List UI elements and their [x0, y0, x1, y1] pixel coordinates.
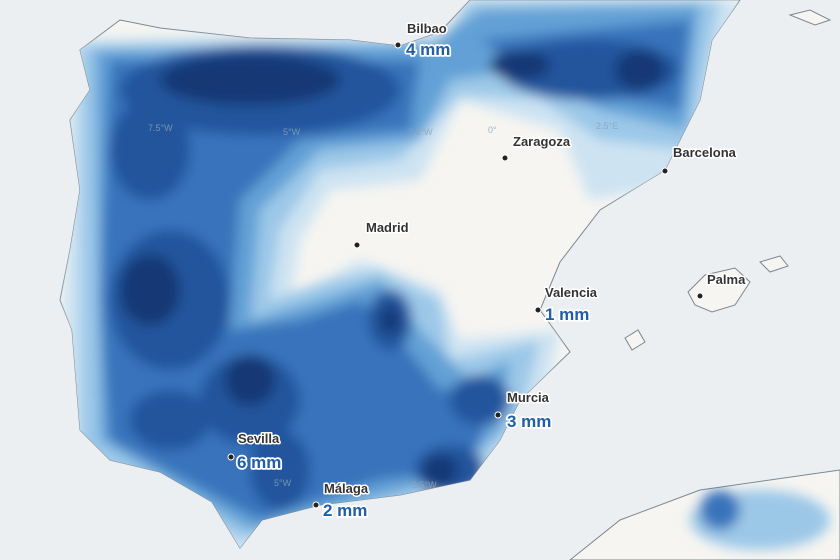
city-palma[interactable]: Palma: [696, 271, 748, 300]
graticule-label: 2.5°W: [408, 127, 433, 137]
city-name: Barcelona: [673, 145, 737, 160]
city-marker: [534, 306, 542, 314]
precip-value: 6 mm: [237, 453, 281, 472]
city-barcelona[interactable]: Barcelona: [661, 144, 738, 175]
city-name: Palma: [707, 272, 746, 287]
city-name: Valencia: [545, 285, 598, 300]
city-name: Zaragoza: [513, 134, 571, 149]
graticule-labels: 7.5°W 5°W 2.5°W 0° 2.5°E 5°W 2.5°W: [148, 121, 618, 490]
precip-value: 4 mm: [406, 40, 450, 59]
city-marker: [353, 241, 361, 249]
graticule-label: 7.5°W: [148, 123, 173, 133]
city-marker: [394, 41, 402, 49]
city-name: Bilbao: [407, 21, 447, 36]
city-name: Madrid: [366, 220, 409, 235]
graticule-label: 0°: [488, 125, 497, 135]
city-marker: [312, 501, 320, 509]
city-zaragoza[interactable]: Zaragoza: [501, 133, 572, 162]
city-sevilla[interactable]: Sevilla 6 mm: [227, 430, 283, 474]
city-valencia[interactable]: Valencia 1 mm: [534, 284, 599, 326]
city-name: Murcia: [507, 390, 550, 405]
precip-value: 2 mm: [323, 501, 367, 520]
rain-field: [60, 0, 830, 560]
island-ibiza: [624, 329, 646, 351]
graticule-label: 2.5°E: [596, 121, 618, 131]
city-malaga[interactable]: Málaga 2 mm: [312, 480, 370, 522]
city-marker: [661, 167, 669, 175]
city-name: Sevilla: [238, 431, 280, 446]
city-name: Málaga: [324, 481, 369, 496]
city-marker: [696, 292, 704, 300]
island-mallorca: [687, 267, 751, 313]
city-murcia[interactable]: Murcia 3 mm: [494, 389, 553, 433]
city-marker: [501, 154, 509, 162]
city-madrid[interactable]: Madrid: [353, 219, 410, 249]
city-marker: [227, 453, 235, 461]
city-marker: [494, 411, 502, 419]
island-menorca: [759, 255, 789, 273]
precip-value: 1 mm: [545, 305, 589, 324]
precip-value: 3 mm: [507, 412, 551, 431]
city-bilbao[interactable]: Bilbao 4 mm: [394, 20, 452, 61]
graticule-label: 2.5°W: [412, 480, 437, 490]
graticule-label: 5°W: [274, 478, 292, 488]
graticule-label: 5°W: [283, 127, 301, 137]
